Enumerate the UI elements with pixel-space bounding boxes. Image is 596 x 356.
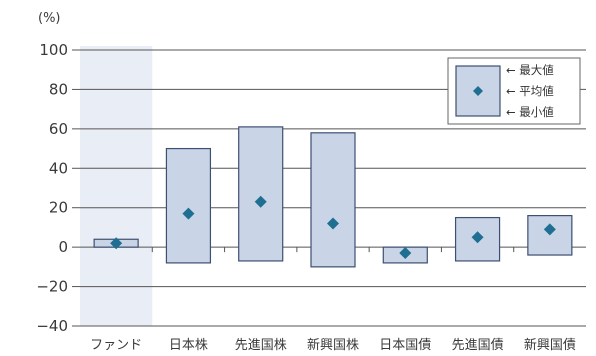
range-box bbox=[310, 132, 356, 268]
average-markers bbox=[110, 195, 556, 260]
average-marker bbox=[399, 247, 412, 260]
range-boxes bbox=[93, 126, 573, 268]
y-tick-label: −40 bbox=[36, 317, 68, 335]
category-label: 先進国債 bbox=[452, 338, 504, 353]
y-tick-label: 100 bbox=[39, 41, 68, 59]
average-marker bbox=[471, 231, 484, 244]
y-tick-label: 20 bbox=[49, 199, 68, 217]
category-label: 新興国債 bbox=[524, 337, 576, 353]
category-label: ファンド bbox=[90, 338, 142, 353]
legend: ← 最大値 ← 平均値 ← 最小値 bbox=[447, 57, 581, 125]
category-label: 日本株 bbox=[169, 338, 208, 353]
average-marker bbox=[254, 195, 267, 208]
average-marker bbox=[327, 217, 339, 230]
legend-entry: ← 平均値 bbox=[506, 84, 554, 98]
range-box bbox=[165, 147, 212, 264]
legend-marker bbox=[473, 86, 483, 96]
y-unit-label: (%) bbox=[38, 11, 61, 26]
y-tick-label: 60 bbox=[49, 120, 68, 138]
category-labels: ファンド 日本株 先進国株 新興国株 日本国債 先進国債 新興国債 bbox=[90, 337, 576, 353]
y-tick-label: 40 bbox=[49, 159, 68, 177]
y-tick-label: −20 bbox=[36, 278, 68, 296]
y-tick-label: 0 bbox=[58, 238, 68, 256]
average-marker bbox=[110, 237, 123, 250]
y-tick-label: 80 bbox=[49, 80, 68, 98]
average-marker bbox=[543, 223, 556, 236]
category-label: 日本国債 bbox=[379, 338, 431, 353]
legend-entry: ← 最小値 bbox=[506, 105, 554, 119]
category-label: 先進国株 bbox=[235, 338, 287, 353]
legend-entry: ← 最大値 bbox=[506, 63, 554, 77]
average-marker bbox=[182, 207, 195, 220]
range-box bbox=[238, 126, 284, 262]
category-label: 新興国株 bbox=[307, 337, 359, 353]
highlight-band bbox=[80, 46, 153, 326]
y-axis-ticks: 100 80 60 40 20 0 −20 −40 bbox=[36, 41, 80, 335]
x-axis-ticks bbox=[151, 247, 515, 253]
